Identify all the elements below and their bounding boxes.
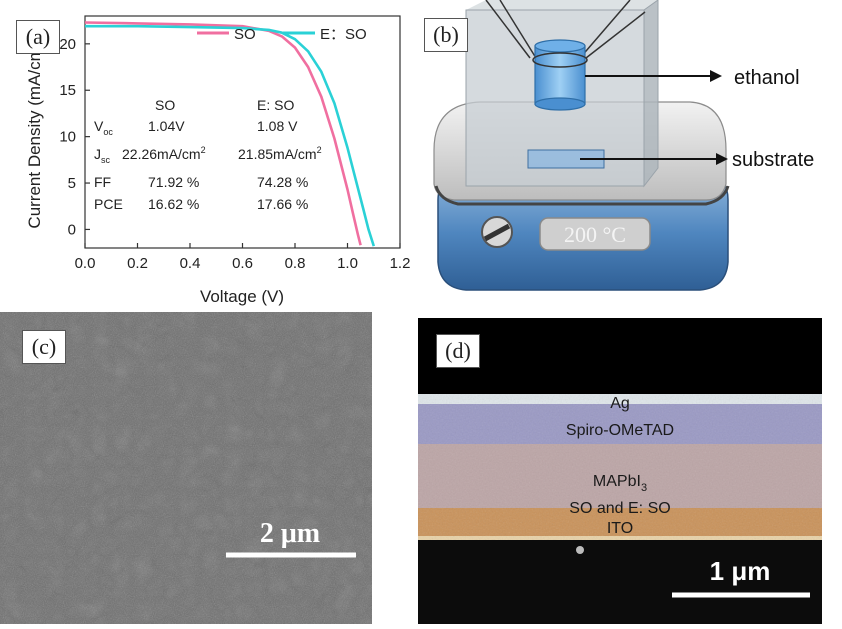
table-jsc-so: 22.26mA/cm2: [122, 145, 206, 162]
y-axis-label: Current Density (mA/cm2): [24, 35, 44, 228]
table-param-ff: FF: [94, 174, 111, 190]
x-tick-label: 0.4: [180, 255, 201, 272]
table-ff-so: 71.92 %: [148, 174, 199, 190]
ethanol-label: ethanol: [734, 67, 800, 89]
scale-bar-c-label: 2 μm: [260, 518, 320, 549]
panel-label-d: (d): [436, 334, 480, 368]
layer-label-so: SO and E: SO: [569, 500, 670, 517]
x-tick-label: 1.0: [337, 255, 358, 272]
x-tick-label: 0.6: [232, 255, 253, 272]
sem-cross-section-image: Ag Spiro-OMeTAD MAPbI3 SO and E: SO ITO …: [418, 318, 822, 624]
temperature-display: [539, 217, 651, 251]
y-tick-label: 0: [68, 221, 76, 238]
layer-label-ito: ITO: [607, 520, 633, 537]
legend: SO E：SO: [197, 26, 367, 43]
x-tick-label: 0.2: [127, 255, 148, 272]
y-tick-label: 10: [59, 129, 76, 146]
spray-diagram: 200 °C ethanol substrate: [433, 0, 814, 291]
table-param-pce: PCE: [94, 196, 123, 212]
sem-cross-section-panel: Ag Spiro-OMeTAD MAPbI3 SO and E: SO ITO …: [418, 318, 822, 624]
table-param-voc: Voc: [94, 118, 113, 137]
x-tick-label: 0.0: [75, 255, 96, 272]
series-line-eso: [85, 24, 376, 247]
layer-glass: [418, 540, 822, 624]
sem-top-view-panel: 2 μm (c): [0, 312, 372, 624]
table-voc-eso: 1.08 V: [257, 118, 298, 134]
layer-label-spiro: Spiro-OMeTAD: [566, 422, 674, 439]
jv-chart: 0.0 0.2 0.4 0.6 0.8 1.0 1.2 0 5 10 15 20 Voltage (V…: [24, 15, 410, 306]
y-tick-label: 5: [68, 175, 76, 192]
panel-label-c: (c): [22, 330, 66, 364]
table-header-so: SO: [155, 97, 175, 113]
spray-diagram-panel: 200 °C ethanol substrate (b): [410, 0, 842, 312]
table-pce-eso: 17.66 %: [257, 196, 308, 212]
series-line-so: [84, 21, 362, 246]
substrate-label: substrate: [732, 149, 814, 171]
table-header-eso: E: SO: [257, 97, 294, 113]
table-pce-so: 16.62 %: [148, 196, 199, 212]
y-tick-label: 20: [59, 36, 76, 53]
table-param-jsc: Jsc: [94, 146, 111, 165]
table-ff-eso: 74.28 %: [257, 174, 308, 190]
table-voc-so: 1.04V: [148, 118, 185, 134]
ethanol-container: [534, 45, 586, 105]
layer-label-mapbi3: MAPbI3: [593, 473, 647, 494]
table-jsc-eso: 21.85mA/cm2: [238, 145, 322, 162]
scale-bar-d-label: 1 μm: [710, 556, 771, 586]
x-tick-label: 1.2: [390, 255, 410, 272]
panel-label-b: (b): [424, 18, 468, 52]
x-tick-label: 0.8: [285, 255, 306, 272]
legend-label-eso: E：SO: [320, 26, 367, 43]
legend-label-so: SO: [234, 26, 256, 43]
y-tick-label: 15: [59, 82, 76, 99]
parameter-table: SO E: SO Voc 1.04V 1.08 V Jsc 22.26mA/cm…: [94, 97, 322, 212]
layer-label-ag: Ag: [610, 395, 630, 412]
panel-label-a: (a): [16, 20, 60, 54]
sem-top-view-image: 2 μm: [0, 312, 372, 624]
x-axis-label: Voltage (V): [200, 287, 284, 306]
jv-chart-panel: 0.0 0.2 0.4 0.6 0.8 1.0 1.2 0 5 10 15 20 Voltage (V…: [0, 0, 410, 312]
temperature-value: 200 °C: [564, 222, 626, 247]
